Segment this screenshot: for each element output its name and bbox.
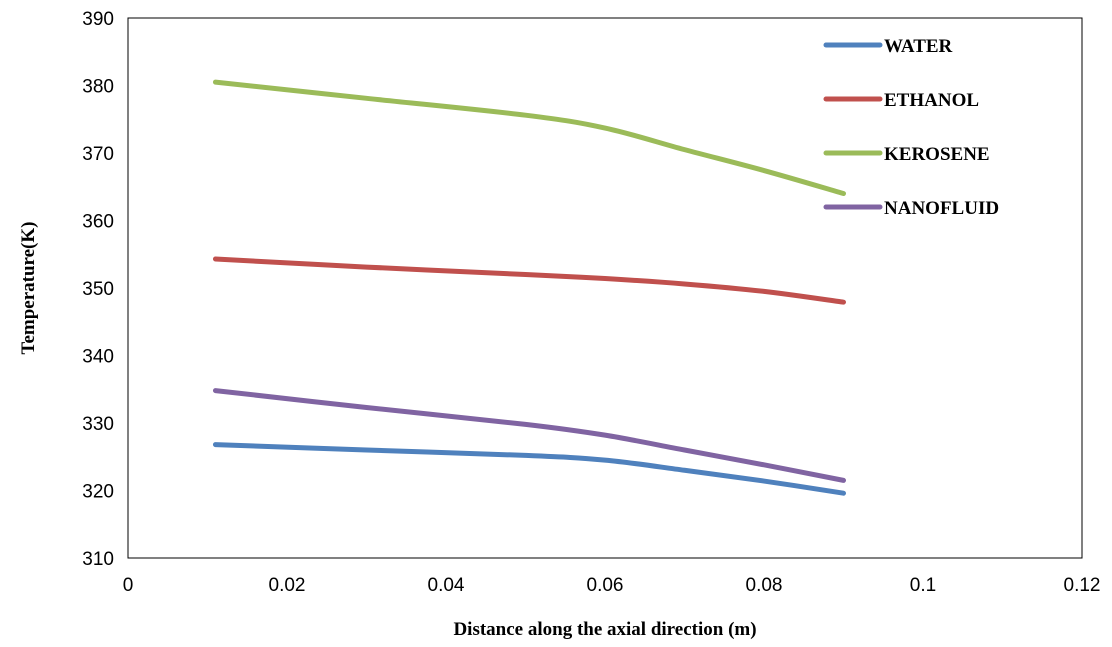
x-tick-label: 0.04 xyxy=(428,575,465,596)
y-axis-title: Temperature(K) xyxy=(18,222,39,355)
series-line-nanofluid xyxy=(212,388,846,483)
series-line-water xyxy=(212,442,846,496)
x-tick-label: 0.08 xyxy=(746,575,783,596)
y-tick-label: 350 xyxy=(82,279,114,300)
y-tick-labels: 310 320 330 340 350 360 370 380 390 xyxy=(82,9,114,570)
y-tick-label: 370 xyxy=(82,144,114,165)
plot-frame xyxy=(127,17,1083,559)
x-tick-label: 0.1 xyxy=(910,575,936,596)
x-tick-label: 0 xyxy=(123,575,134,596)
x-tick-label: 0.12 xyxy=(1064,575,1101,596)
legend-label-kerosene: KEROSENE xyxy=(884,144,990,165)
series-lines xyxy=(212,79,846,496)
y-tick-label: 320 xyxy=(82,482,114,503)
legend: WATER ETHANOL KEROSENE NANOFLUID xyxy=(823,36,999,219)
series-line-ethanol xyxy=(212,256,846,305)
y-tick-label: 310 xyxy=(82,549,114,570)
y-tick-label: 330 xyxy=(82,414,114,435)
x-axis-title: Distance along the axial direction (m) xyxy=(453,619,756,640)
y-tick-label: 360 xyxy=(82,212,114,233)
x-tick-labels: 0 0.02 0.04 0.06 0.08 0.1 0.12 xyxy=(123,575,1101,596)
legend-label-water: WATER xyxy=(884,36,953,57)
series-line-kerosene xyxy=(212,79,846,196)
x-tick-label: 0.02 xyxy=(269,575,306,596)
y-tick-label: 390 xyxy=(82,9,114,30)
y-tick-label: 340 xyxy=(82,347,114,368)
x-tick-label: 0.06 xyxy=(587,575,624,596)
plot-area xyxy=(127,17,1083,559)
legend-label-ethanol: ETHANOL xyxy=(884,90,979,111)
legend-label-nanofluid: NANOFLUID xyxy=(884,198,999,219)
y-tick-label: 380 xyxy=(82,77,114,98)
